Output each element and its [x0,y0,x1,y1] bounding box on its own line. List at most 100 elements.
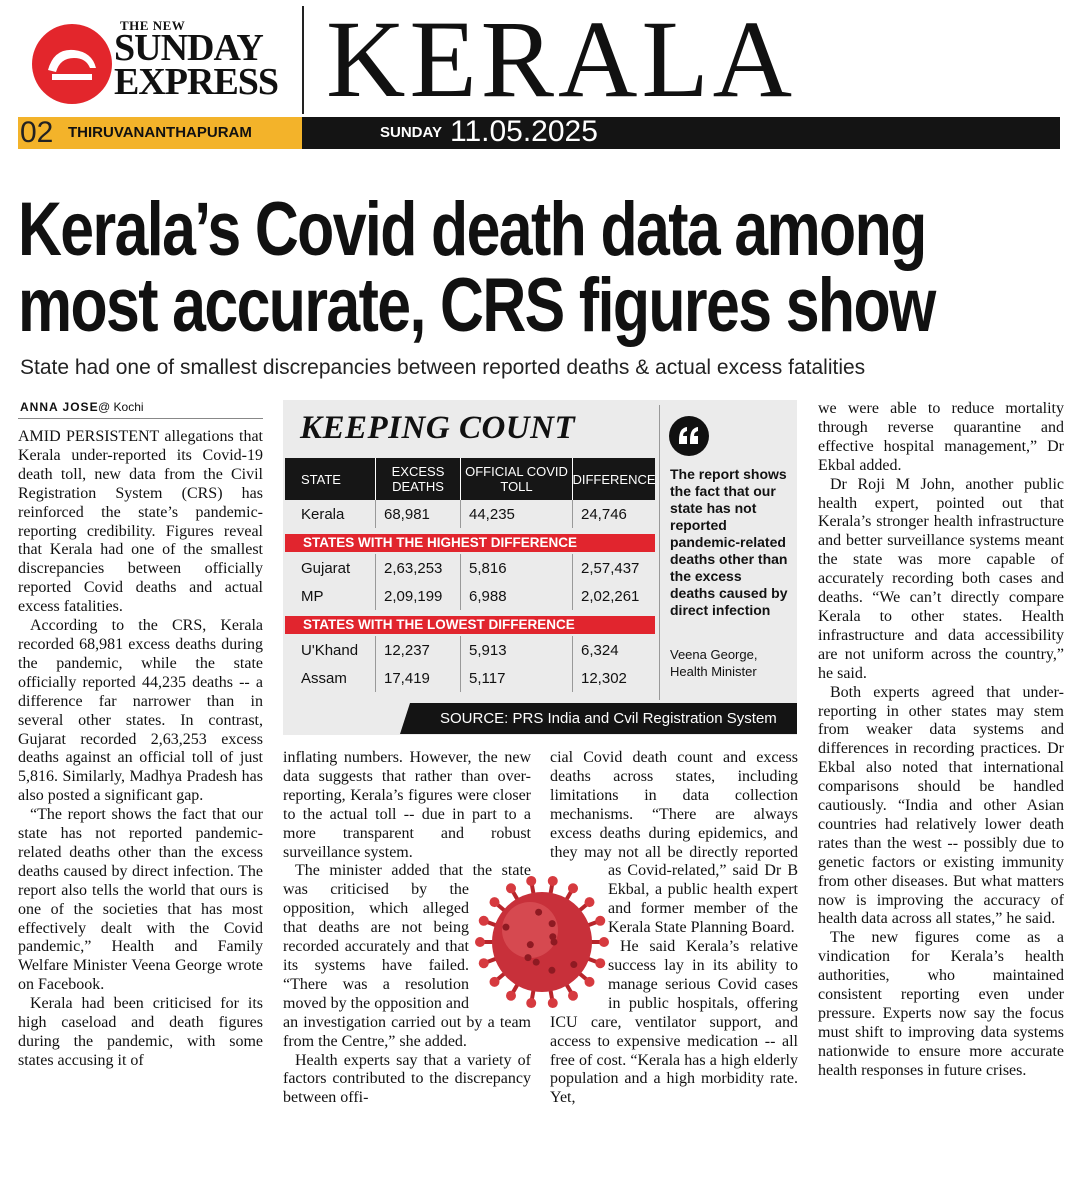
virus-spike-tip [526,998,537,1009]
logo-emblem [52,74,92,80]
virus-spike-tip [568,990,578,1001]
section-label: STATES WITH THE LOWEST DIFFERENCE [285,616,655,634]
virus-dot [570,961,578,969]
virus-spike-tip [584,976,595,987]
headline: Kerala’s Covid death data among [18,187,927,272]
table-cell: 17,419 [375,664,460,692]
virus-dot [550,938,558,946]
headline: most accurate, CRS figures show [18,263,936,348]
table-cell: 24,746 [572,500,655,528]
strip-right [302,117,1060,149]
paragraph: The minister added that the state was cr… [283,862,531,1050]
table-cell: Kerala [301,505,345,523]
paragraph: Health experts say that a variety of fac… [283,1051,531,1107]
paragraph: Dr Roji M John, another public health ex… [818,475,1064,682]
table-cell: 5,913 [460,636,572,664]
page-number: 02 [20,116,54,149]
virus-spike-tip [547,875,558,886]
table-cell: Assam [301,669,347,687]
byline-location: @ Kochi [98,400,144,414]
virus-spike-tip [547,998,558,1009]
brand-line: SUNDAY [114,27,264,69]
table-header: STATE [285,458,375,500]
data-table: STATE EXCESS DEATHS OFFICIAL COVID TOLL DIF… [285,458,656,692]
paragraph: AMID PERSISTENT allegations that Kerala … [18,428,263,616]
logo-circle [32,24,112,104]
table-header: OFFICIAL COVID TOLL [460,458,572,500]
section-title: KERALA [326,0,797,120]
table-cell: 2,02,261 [572,582,655,610]
virus-spike-tip [595,915,606,926]
byline-author: ANNA JOSE [20,400,99,414]
date: 11.05.2025 [450,115,598,148]
table-cell: 44,235 [460,500,572,528]
source-bar [400,703,797,734]
virus-spike-tip [595,958,606,969]
quote-icon-circle [669,416,709,456]
virus-shade [502,902,558,958]
source: SOURCE: PRS India and Cvil Registration … [440,710,777,727]
virus-spike-tip [599,937,609,947]
brand-top: THE NEW [120,18,186,33]
divider [659,405,660,700]
virus-spike-tip [506,990,516,1001]
table-cell: Gujarat [301,559,351,577]
paragraph: Both experts agreed that under-reporting… [818,683,1064,928]
table-cell: 5,117 [460,664,572,692]
virus-dot [535,908,543,916]
pull-quote: The report shows the fact that our state… [670,466,788,618]
quote-role: Health Minister [670,664,757,679]
rule [18,418,263,419]
city: THIRUVANANTHAPURAM [68,124,252,141]
virus-spike-tip [478,915,489,926]
table-cell: 2,09,199 [375,582,460,610]
column: inflating numbers. However, the new data… [283,749,531,1180]
table-cell: U'Khand [301,641,359,659]
column: we were able to reduce mortality through… [818,400,1064,1180]
logo [32,24,112,104]
paragraph: He said Kerala’s relative success lay in… [550,938,798,1107]
table-cell: 6,988 [460,582,572,610]
virus-spike-tip [478,958,489,969]
virus-spike-tip [506,883,516,894]
paragraph: cial Covid death count and excess deaths… [550,749,798,937]
paragraph: inflating numbers. However, the new data… [283,749,531,861]
table-cell: 5,816 [460,554,572,582]
virus-dot [532,958,540,966]
virus-spike-tip [526,875,537,886]
table-cell: 2,63,253 [375,554,460,582]
virus-spike-tip [568,883,578,894]
table-cell: MP [301,587,324,605]
logo-emblem [48,49,96,72]
virus-spike-tip [489,976,500,987]
column: cial Covid death count and excess deaths… [550,749,798,1180]
day: SUNDAY [380,124,442,141]
paragraph: The new figures come as a vindication fo… [818,929,1064,1079]
quote-name: Veena George, [670,647,758,662]
brand-line: EXPRESS [114,61,279,103]
table-cell: 12,237 [375,636,460,664]
paragraph: According to the CRS, Kerala recorded 68… [18,617,263,805]
virus-spike-tip [475,937,485,947]
virus-dot [524,954,532,962]
table-cell: 2,57,437 [572,554,655,582]
virus-dot [526,941,534,949]
paragraph: Kerala had been criticised for its high … [18,995,263,1069]
paragraph: “The report shows the fact that our stat… [18,806,263,994]
strip-left [18,117,302,149]
infobox [283,400,797,735]
virus-dot [548,920,556,928]
virus-dot [549,933,557,941]
column: AMID PERSISTENT allegations that Kerala … [18,428,263,1180]
quote-icon-marks [679,427,698,444]
source-bar-bg [400,703,797,734]
section-label: STATES WITH THE HIGHEST DIFFERENCE [285,534,655,552]
divider [302,6,304,114]
paragraph: we were able to reduce mortality through… [818,400,1064,474]
infobox-title: KEEPING COUNT [300,410,576,446]
virus-illustration [475,875,609,1009]
virus-dot [548,966,556,974]
subhead: State had one of smallest discrepancies … [20,356,866,379]
virus-spike-tip [584,897,595,908]
